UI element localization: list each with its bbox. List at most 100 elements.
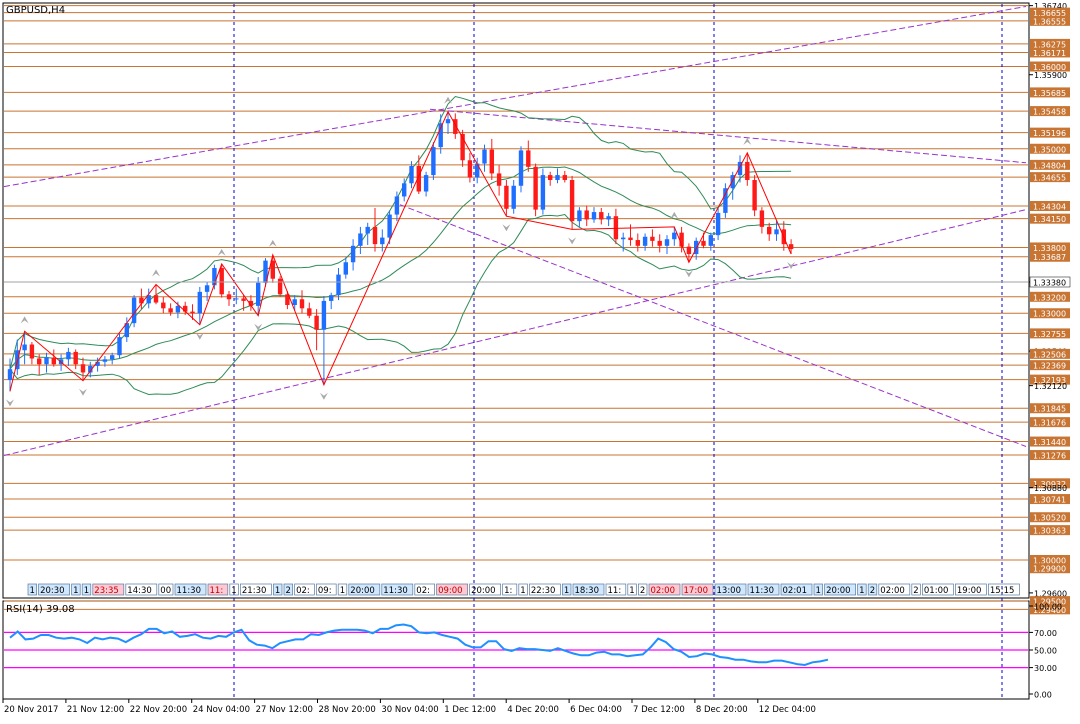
price-label-box <box>1030 596 1070 607</box>
price-label-box <box>1030 308 1070 319</box>
candle-body <box>730 175 735 189</box>
candle-body <box>226 294 232 300</box>
session-label: 20:30 <box>40 586 65 596</box>
candle-body <box>131 297 137 324</box>
rsi-axis-label: 0.00 <box>1034 691 1052 700</box>
candle-body <box>526 150 531 167</box>
session-label-box <box>273 583 283 596</box>
session-label-box <box>469 583 501 596</box>
session-label-box <box>988 583 1020 596</box>
candle-body <box>277 278 283 295</box>
candle-body <box>37 358 42 365</box>
rsi-axis-label: 30.00 <box>1034 664 1057 673</box>
fractal-up-arrow-icon <box>217 248 226 256</box>
channel-line <box>3 209 1027 457</box>
current-price-box <box>1029 276 1071 288</box>
session-label: 18:30 <box>575 586 600 596</box>
price-label-box <box>1030 15 1070 26</box>
session-label: 1 <box>520 586 525 596</box>
candle-body <box>504 185 509 209</box>
session-label: 1 <box>30 586 35 596</box>
candle-body <box>562 175 567 181</box>
price-label-box <box>1030 478 1070 489</box>
session-label: 2 <box>640 586 645 596</box>
candle-body <box>44 357 49 365</box>
session-label-box <box>240 583 272 596</box>
session-label: 1 <box>340 586 345 596</box>
bollinger-upper-line <box>9 95 792 370</box>
price-label-box <box>1030 512 1070 523</box>
price-axis-label: 1.31276 <box>1033 452 1066 461</box>
session-label: 01:00 <box>924 586 949 596</box>
candle-body <box>694 240 699 255</box>
candle-body <box>139 297 144 304</box>
price-axis-label: 1.29600 <box>1034 589 1067 598</box>
session-label-box <box>348 583 381 596</box>
candle-body <box>73 351 78 365</box>
channel-line <box>399 204 1027 447</box>
candle-body <box>66 351 71 360</box>
candle-body <box>460 133 465 161</box>
zigzag-line <box>9 110 792 392</box>
candle-body <box>664 239 670 246</box>
candle-body <box>394 196 400 215</box>
candle-body <box>7 369 13 380</box>
fractal-down-arrow-icon <box>79 388 87 396</box>
candle-body <box>365 226 370 234</box>
candle-body <box>672 232 677 240</box>
session-label: 11: <box>608 586 622 596</box>
price-axis-label: 1.35685 <box>1033 89 1066 98</box>
price-axis-label: 1.36000 <box>1033 63 1066 72</box>
price-axis-label: 1.30363 <box>1033 527 1066 536</box>
session-label: 11:30 <box>177 586 202 596</box>
price-label-box <box>1030 38 1070 49</box>
candle-body <box>745 161 750 181</box>
price-axis-label: 1.36655 <box>1033 9 1066 18</box>
candle-body <box>752 180 757 211</box>
price-label-box <box>1030 328 1070 339</box>
candle-body <box>241 298 246 301</box>
fractal-down-arrow-icon <box>319 392 328 400</box>
candle-body <box>642 236 648 246</box>
bollinger-bands-layer <box>9 95 792 396</box>
candle-body <box>679 232 684 247</box>
session-label: 1 <box>73 586 78 596</box>
candle-body <box>423 175 429 192</box>
session-label: 20:00 <box>471 586 496 596</box>
price-axis-label: 1.36740 <box>1034 2 1067 11</box>
session-label-box <box>780 583 813 596</box>
price-axis-label: 1.33800 <box>1033 244 1066 253</box>
price-axis-label: 1.30520 <box>1033 514 1066 523</box>
bollinger-lower-line <box>9 213 792 396</box>
rsi-indicator-layer: 100.00 70.00 50.00 30.00 0.00 <box>4 603 1062 700</box>
session-label-box <box>878 583 911 596</box>
session-label: 1 <box>231 586 236 596</box>
fractal-up-arrow-icon <box>670 211 679 219</box>
session-label-box <box>714 583 747 596</box>
fractal-down-arrow-icon <box>684 270 693 278</box>
session-label: 17:00 <box>684 586 709 596</box>
candle-body <box>606 216 611 220</box>
price-axis-label: 1.30741 <box>1033 496 1066 505</box>
time-axis-label: 20 Nov 2017 <box>4 705 58 715</box>
session-label-box <box>92 583 125 596</box>
fractal-arrows-layer <box>6 96 796 407</box>
price-axis-label: 1.29400 <box>1033 606 1066 615</box>
candle-body <box>51 357 56 365</box>
candle-body <box>767 226 772 235</box>
candle-body <box>613 216 619 240</box>
price-label-box <box>1030 291 1070 302</box>
session-label: 02: <box>296 586 310 596</box>
price-label-box <box>1030 348 1070 359</box>
price-axis-label: 1.35458 <box>1033 108 1066 117</box>
candle-body <box>628 237 633 241</box>
session-label-box <box>283 583 293 596</box>
price-axis-label: 1.32369 <box>1033 362 1066 371</box>
candle-body <box>110 355 115 360</box>
candle-body <box>183 305 188 312</box>
price-axis-label: 1.30000 <box>1033 556 1066 565</box>
candle-body <box>387 214 392 238</box>
